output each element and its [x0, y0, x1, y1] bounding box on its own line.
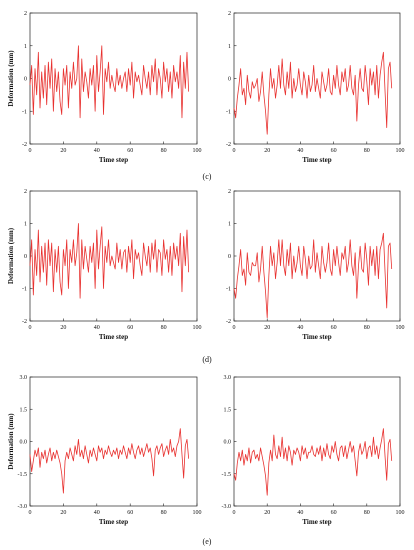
- x-tick-label: 20: [264, 325, 270, 331]
- y-tick-label: -1: [226, 287, 231, 293]
- series-line-0: [233, 232, 393, 319]
- x-tick-label: 80: [364, 148, 370, 154]
- y-tick-label: 1.5: [224, 407, 232, 413]
- series-line-0: [29, 223, 190, 299]
- panel-row-e: 0 20 40 60 80 100 -3.0 -1.5 0.0 1.5 3.0 Time step De…: [7, 375, 405, 546]
- y-axis-title: Deformation (mm): [7, 50, 15, 107]
- y-tick-label: 0: [228, 254, 231, 260]
- x-tick-label: 40: [94, 325, 100, 331]
- x-tick-label: 60: [127, 148, 133, 154]
- x-tick-label: 100: [396, 325, 405, 331]
- x-tick-label: 20: [60, 325, 66, 331]
- x-tick-label: 40: [297, 325, 303, 331]
- y-tick-label: 2: [24, 11, 27, 17]
- plot-frame: [29, 376, 198, 507]
- y-tick-label: 1: [228, 222, 231, 228]
- x-axis-title: Time step: [99, 156, 128, 164]
- y-tick-label: 0: [24, 254, 27, 260]
- x-tick-label: 20: [264, 148, 270, 154]
- x-tick-label: 0: [233, 510, 236, 516]
- chart-d-right: 0 20 40 60 80 100 -2 -1 0 1 2 Time step: [226, 189, 405, 341]
- y-axis-title: Deformation (mm): [7, 413, 15, 470]
- x-axis-title: Time step: [302, 156, 331, 164]
- x-tick-label: 60: [127, 510, 133, 516]
- chart-e-right: 0 20 40 60 80 100 -3.0 -1.5 0.0 1.5 3.0 Time step: [222, 375, 405, 526]
- y-tick-label: -1: [22, 109, 27, 115]
- caption-c: (c): [203, 172, 212, 181]
- x-tick-label: 80: [161, 325, 167, 331]
- y-tick-label: -3.0: [222, 504, 232, 510]
- y-tick-label: -2: [226, 142, 231, 148]
- x-axis-title: Time step: [99, 333, 128, 341]
- x-tick-label: 60: [331, 325, 337, 331]
- chart-d-left: 0 20 40 60 80 100 -2 -1 0 1 2 Time step Deformation …: [7, 189, 202, 341]
- chart-c-right: 0 20 40 60 80 100 -2 -1 0 1 2 Time step: [226, 11, 405, 164]
- chart-e-left: 0 20 40 60 80 100 -3.0 -1.5 0.0 1.5 3.0 Time step De…: [7, 375, 202, 526]
- x-tick-label: 0: [233, 325, 236, 331]
- y-tick-label: 3.0: [224, 375, 232, 381]
- y-tick-label: 1: [228, 44, 231, 50]
- y-tick-label: -1: [22, 287, 27, 293]
- x-axis-title: Time step: [99, 518, 128, 526]
- y-tick-label: 0.0: [224, 440, 232, 446]
- x-tick-label: 40: [94, 148, 100, 154]
- x-tick-label: 40: [94, 510, 100, 516]
- caption-d: (d): [202, 355, 212, 364]
- x-axis-title: Time step: [302, 333, 331, 341]
- chart-c-left: 0 20 40 60 80 100 -2 -1 0 1 2 Time step Deformation …: [7, 11, 202, 164]
- caption-e: (e): [203, 537, 212, 546]
- y-tick-label: -1.5: [222, 472, 232, 478]
- x-tick-label: 80: [161, 510, 167, 516]
- y-tick-label: 2: [228, 189, 231, 195]
- x-tick-label: 60: [331, 510, 337, 516]
- y-tick-label: 1: [24, 44, 27, 50]
- x-tick-label: 0: [29, 325, 32, 331]
- series-line-0: [29, 428, 190, 494]
- y-tick-label: -1.5: [18, 472, 28, 478]
- y-tick-label: -1: [226, 109, 231, 115]
- x-tick-label: 100: [193, 325, 202, 331]
- x-tick-label: 20: [264, 510, 270, 516]
- x-tick-label: 100: [193, 510, 202, 516]
- x-tick-label: 100: [193, 148, 202, 154]
- y-tick-label: -2: [22, 319, 27, 325]
- y-tick-label: 2: [228, 11, 231, 17]
- x-tick-label: 60: [127, 325, 133, 331]
- series-line-0: [29, 45, 190, 119]
- y-tick-label: -3.0: [18, 504, 28, 510]
- y-axis-title: Deformation (mm): [7, 227, 15, 284]
- x-tick-label: 100: [396, 148, 405, 154]
- y-tick-label: 2: [24, 189, 27, 195]
- x-tick-label: 60: [331, 148, 337, 154]
- plot-frame: [233, 376, 401, 507]
- x-tick-label: 0: [29, 148, 32, 154]
- x-tick-label: 100: [396, 510, 405, 516]
- x-axis-title: Time step: [302, 518, 331, 526]
- y-tick-label: -2: [22, 142, 27, 148]
- x-tick-label: 80: [364, 325, 370, 331]
- x-tick-label: 80: [364, 510, 370, 516]
- series-line-0: [233, 428, 393, 496]
- y-tick-label: -2: [226, 319, 231, 325]
- y-tick-label: 3.0: [20, 375, 28, 381]
- x-tick-label: 40: [297, 148, 303, 154]
- series-line-0: [233, 51, 393, 135]
- y-tick-label: 1: [24, 222, 27, 228]
- y-tick-label: 1.5: [20, 407, 28, 413]
- y-tick-label: 0: [228, 77, 231, 83]
- x-tick-label: 20: [60, 148, 66, 154]
- x-tick-label: 0: [233, 148, 236, 154]
- y-tick-label: 0: [24, 77, 27, 83]
- x-tick-label: 40: [297, 510, 303, 516]
- x-tick-label: 20: [60, 510, 66, 516]
- y-tick-label: 0.0: [20, 440, 28, 446]
- x-tick-label: 80: [161, 148, 167, 154]
- x-tick-label: 0: [29, 510, 32, 516]
